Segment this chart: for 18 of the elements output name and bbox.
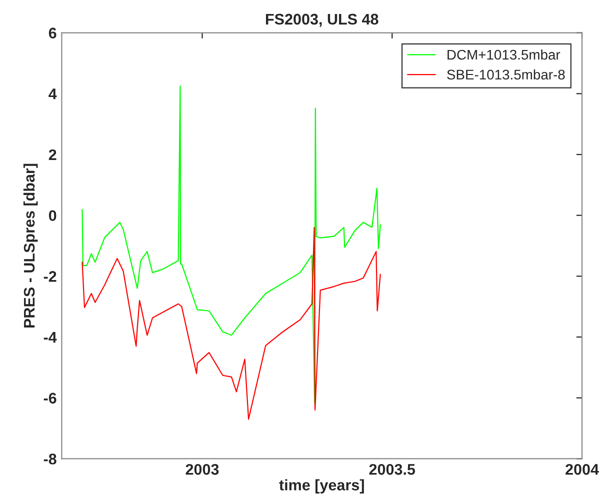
x-axis-title: time [years] bbox=[279, 479, 364, 494]
legend-label: DCM+1013.5mbar bbox=[448, 49, 560, 60]
chart-title: FS2003, ULS 48 bbox=[266, 14, 378, 27]
y-tick-label: 2 bbox=[48, 149, 56, 160]
y-tick-label: -6 bbox=[44, 392, 56, 404]
line-series bbox=[82, 226, 381, 420]
legend-label: SBE-1013.5mbar-8 bbox=[447, 69, 565, 80]
y-tick-label: 0 bbox=[48, 210, 56, 222]
line-series bbox=[82, 85, 381, 404]
x-tick-label: 2004 bbox=[566, 464, 599, 475]
x-tick-label: 2003 bbox=[186, 464, 219, 475]
y-tick-label: 4 bbox=[48, 88, 57, 100]
y-axis-title: PRES - ULSpres [dbar] bbox=[23, 164, 38, 328]
y-tick-label: -2 bbox=[44, 271, 56, 282]
x-tick-label: 2003.5 bbox=[369, 464, 416, 475]
y-tick-label: -4 bbox=[44, 332, 57, 343]
y-tick-label: 6 bbox=[48, 28, 56, 38]
y-tick-label: -8 bbox=[44, 454, 56, 464]
